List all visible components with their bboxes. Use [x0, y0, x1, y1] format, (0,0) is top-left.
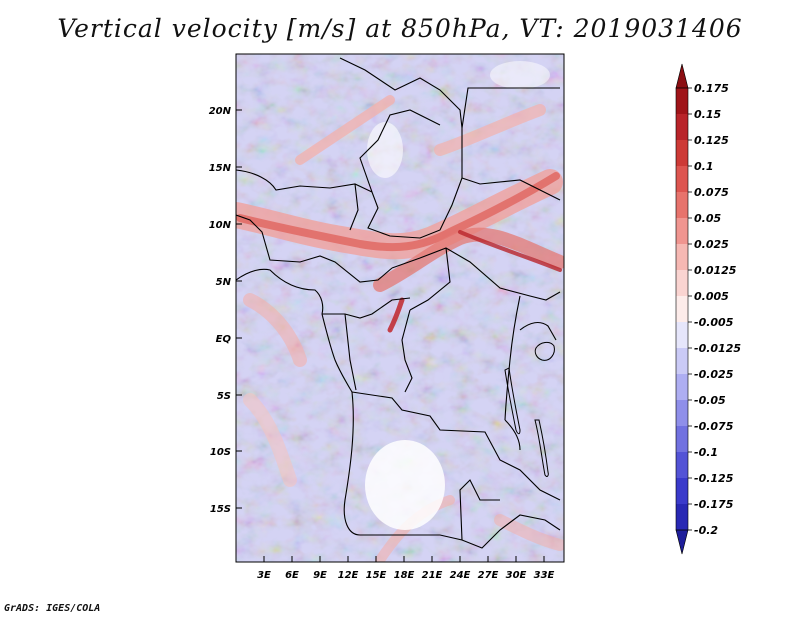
lon-label: 12E — [338, 570, 359, 581]
colorbar-swatch — [676, 504, 688, 531]
colorbar-label: -0.1 — [694, 446, 718, 459]
vertical-velocity-plot — [236, 54, 564, 562]
lon-label: 9E — [313, 570, 327, 581]
colorbar: 0.175 0.15 0.125 0.1 0.075 0.05 0.025 0.0125 0.0… — [675, 63, 741, 555]
lon-label: 21E — [422, 570, 443, 581]
lon-label: 30E — [506, 570, 527, 581]
lon-label: 3E — [257, 570, 271, 581]
country-borders — [236, 57, 561, 549]
colorbar-swatch — [676, 452, 688, 479]
lat-label: 15N — [209, 163, 232, 174]
axis-ticks — [236, 109, 545, 562]
colorbar-label: -0.075 — [694, 420, 734, 433]
colorbar-swatch — [676, 322, 688, 349]
colorbar-label: 0.05 — [694, 212, 721, 225]
colorbar-swatch — [676, 478, 688, 505]
lakes — [504, 341, 555, 477]
colorbar-label: 0.125 — [694, 134, 729, 147]
colorbar-outline — [675, 87, 689, 531]
colorbar-swatch — [676, 140, 688, 167]
lat-label: 5N — [216, 277, 232, 288]
weak-motion-patches — [365, 61, 550, 530]
lon-label: 24E — [450, 570, 471, 581]
lat-label: 10N — [209, 220, 232, 231]
colorbar-label: 0.075 — [694, 186, 729, 199]
colorbar-swatch — [676, 218, 688, 245]
lat-label: 5S — [217, 391, 231, 402]
longitude-labels: 3E 6E 9E 12E 15E 18E 21E 24E 27E 30E 33E — [257, 570, 554, 581]
colorbar-label: 0.0125 — [694, 264, 737, 277]
colorbar-swatch — [676, 114, 688, 141]
lon-label: 18E — [394, 570, 415, 581]
plot-frame — [235, 53, 565, 563]
colorbar-swatch — [676, 374, 688, 401]
lon-label: 6E — [285, 570, 299, 581]
grads-credit: GrADS: IGES/COLA — [4, 603, 101, 614]
colorbar-label: -0.2 — [694, 524, 718, 537]
colorbar-label: 0.15 — [694, 108, 721, 121]
lon-label: 27E — [478, 570, 499, 581]
latitude-labels: 20N 15N 10N 5N EQ 5S 10S 15S — [209, 106, 232, 515]
map-title: Vertical velocity [m/s] at 850hPa, VT: 2… — [57, 14, 743, 43]
colorbar-label: -0.0125 — [694, 342, 741, 355]
colorbar-label: 0.025 — [694, 238, 729, 251]
colorbar-swatch — [676, 244, 688, 271]
colorbar-top-cap — [675, 63, 689, 89]
colorbar-label: 0.1 — [694, 160, 714, 173]
colorbar-swatch — [676, 348, 688, 375]
colorbar-label: -0.025 — [694, 368, 734, 381]
lon-label: 15E — [366, 570, 387, 581]
colorbar-label: -0.175 — [694, 498, 734, 511]
lon-label: 33E — [534, 570, 555, 581]
colorbar-swatch — [676, 88, 688, 115]
colorbar-swatch — [676, 426, 688, 453]
colorbar-bottom-cap — [675, 529, 689, 555]
colorbar-swatch — [676, 270, 688, 297]
lat-label: 15S — [210, 504, 231, 515]
colorbar-label: 0.005 — [694, 290, 729, 303]
colorbar-swatch — [676, 296, 688, 323]
colorbar-label: -0.005 — [694, 316, 734, 329]
colorbar-label: 0.175 — [694, 82, 729, 95]
colorbar-label: -0.125 — [694, 472, 734, 485]
colorbar-swatch — [676, 166, 688, 193]
colorbar-label: -0.05 — [694, 394, 726, 407]
colorbar-swatch — [676, 400, 688, 427]
lat-label: 20N — [209, 106, 232, 117]
lat-label: EQ — [216, 334, 232, 345]
colorbar-swatch — [676, 192, 688, 219]
lat-label: 10S — [210, 447, 231, 458]
